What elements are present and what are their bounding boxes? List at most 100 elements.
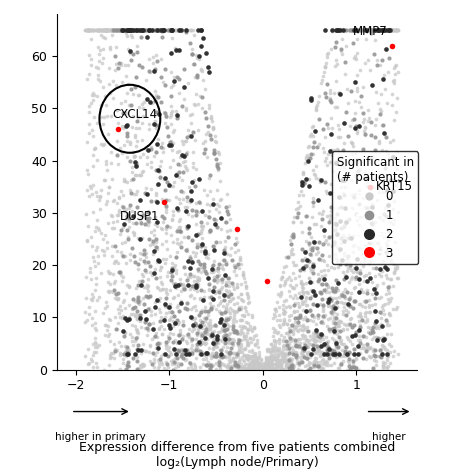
Point — [146, 125, 153, 133]
Point — [158, 28, 166, 36]
Point — [105, 182, 112, 190]
Point — [164, 346, 172, 353]
Point — [289, 295, 296, 302]
Point — [248, 346, 255, 354]
Point — [181, 356, 189, 364]
Point — [339, 326, 346, 334]
Point — [88, 291, 95, 298]
Point — [146, 292, 154, 300]
Point — [254, 355, 261, 363]
Point — [361, 309, 368, 317]
Point — [365, 259, 373, 266]
Point — [216, 299, 224, 307]
Point — [146, 99, 154, 106]
Point — [287, 241, 295, 248]
Point — [104, 267, 111, 274]
Point — [342, 299, 349, 306]
Point — [94, 76, 102, 83]
Point — [306, 264, 314, 272]
Point — [372, 357, 380, 365]
Point — [134, 341, 142, 348]
Point — [161, 302, 169, 310]
Point — [102, 26, 110, 34]
Point — [326, 314, 334, 321]
Point — [352, 124, 359, 132]
Point — [126, 255, 133, 263]
Point — [356, 26, 364, 34]
Point — [329, 167, 337, 175]
Point — [348, 340, 356, 348]
Point — [145, 320, 153, 328]
Point — [206, 286, 213, 293]
Point — [132, 73, 139, 81]
Point — [374, 56, 381, 64]
Point — [172, 46, 180, 54]
Point — [124, 362, 131, 369]
Point — [356, 26, 364, 34]
Point — [352, 26, 359, 34]
Point — [154, 344, 162, 352]
Point — [119, 359, 127, 367]
Point — [337, 339, 345, 346]
Point — [384, 352, 392, 359]
Point — [308, 278, 315, 285]
Point — [362, 26, 370, 34]
Point — [335, 318, 343, 325]
Point — [244, 338, 251, 346]
Point — [340, 275, 348, 283]
Point — [364, 346, 372, 353]
Point — [229, 294, 237, 302]
Point — [126, 331, 133, 338]
Point — [340, 320, 347, 328]
Point — [145, 26, 153, 34]
Point — [353, 210, 360, 218]
Point — [237, 343, 245, 350]
Point — [378, 303, 385, 311]
Point — [287, 276, 294, 283]
Point — [131, 153, 138, 160]
Point — [252, 360, 259, 368]
Point — [356, 165, 364, 173]
Point — [346, 26, 354, 34]
Point — [118, 26, 126, 34]
Point — [213, 352, 220, 360]
Point — [191, 326, 198, 333]
Point — [372, 346, 379, 354]
Point — [389, 282, 397, 290]
Point — [219, 319, 227, 326]
Point — [327, 212, 335, 220]
Point — [271, 364, 278, 372]
Point — [211, 321, 219, 328]
Point — [276, 360, 284, 367]
Point — [273, 298, 281, 306]
Point — [308, 251, 315, 259]
Point — [351, 97, 359, 104]
Point — [290, 258, 297, 265]
Point — [329, 319, 337, 327]
Point — [379, 362, 387, 370]
Point — [129, 305, 137, 312]
Point — [201, 307, 209, 315]
Point — [293, 326, 301, 333]
Point — [286, 355, 294, 362]
Point — [168, 34, 175, 42]
Point — [324, 282, 332, 290]
Point — [376, 246, 383, 254]
Point — [334, 344, 341, 351]
Point — [207, 135, 215, 142]
Point — [195, 276, 202, 284]
Point — [193, 71, 201, 79]
Point — [237, 303, 245, 311]
Point — [229, 316, 237, 324]
Point — [349, 305, 356, 312]
Point — [237, 326, 245, 334]
Point — [134, 137, 141, 145]
Point — [322, 340, 330, 347]
Point — [360, 272, 368, 280]
Point — [133, 326, 140, 333]
Point — [183, 247, 191, 255]
Point — [309, 260, 317, 268]
Point — [202, 339, 210, 347]
Point — [255, 361, 262, 368]
Point — [94, 260, 102, 267]
